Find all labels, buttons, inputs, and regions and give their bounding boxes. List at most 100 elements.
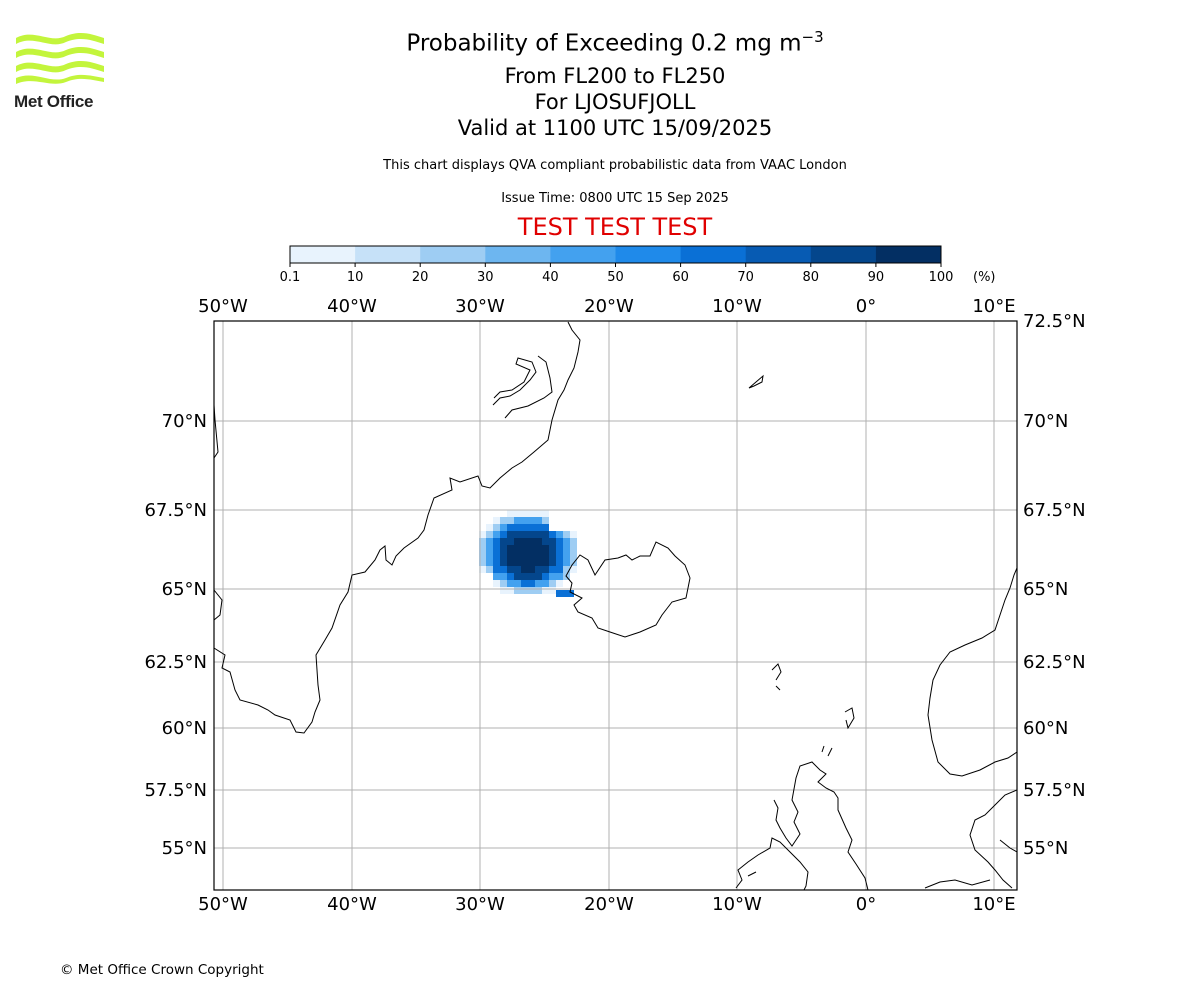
map-frame <box>213 320 1018 891</box>
plume-cell <box>535 566 542 573</box>
plume-cell <box>535 538 542 545</box>
plume-cell <box>528 538 535 545</box>
plume-cell <box>493 538 500 545</box>
plume-cell <box>500 531 507 538</box>
colorbar-segment <box>810 246 877 263</box>
colorbar-label: 70 <box>737 270 754 285</box>
colorbar-label: 40 <box>542 270 559 285</box>
plume-cell <box>563 559 570 566</box>
colorbar-segment <box>550 246 616 263</box>
plume-cell <box>514 580 521 587</box>
plume-cell <box>521 552 528 559</box>
plume-cell <box>507 517 514 524</box>
plume-cell <box>570 538 577 545</box>
plume-cell <box>500 524 507 531</box>
colorbar-label: 100 <box>928 270 954 285</box>
lat-label-right: 60°N <box>1023 718 1068 739</box>
plume-cell <box>479 566 486 573</box>
coastline-ireland <box>735 837 809 891</box>
title-superscript: −3 <box>801 28 824 46</box>
plume-cell <box>542 545 549 552</box>
plume-cell <box>521 559 528 566</box>
plume-cell <box>535 517 542 524</box>
plume-cell <box>570 531 577 538</box>
lon-label-bottom: 30°W <box>455 894 505 915</box>
colorbar-segment <box>680 246 747 263</box>
coastline-jan-mayen <box>748 374 764 389</box>
plume-cell <box>521 524 528 531</box>
copyright-notice: © Met Office Crown Copyright <box>60 962 264 978</box>
plume-cell <box>535 580 542 587</box>
lon-label-bottom: 50°W <box>198 894 248 915</box>
colorbar-segment <box>615 246 682 263</box>
plume-cell <box>549 531 556 538</box>
colorbar-segment <box>420 246 486 263</box>
plume-cell <box>549 538 556 545</box>
coastline-greenland-scoresby <box>492 355 553 419</box>
plume-cell <box>556 559 563 566</box>
chart-title: Probability of Exceeding 0.2 mg m−3 <box>214 28 1016 57</box>
lat-label-left: 55°N <box>162 838 207 859</box>
plume-cell <box>549 545 556 552</box>
plume-cell <box>542 580 549 587</box>
plume-cell <box>493 566 500 573</box>
plume-cell <box>528 545 535 552</box>
colorbar-label: 20 <box>411 270 429 285</box>
coastline-iceland <box>565 541 691 638</box>
colorbar-segment <box>745 246 812 263</box>
plume-cell <box>549 587 556 594</box>
probability-plume <box>479 510 577 597</box>
plume-cell <box>542 531 549 538</box>
colorbar-label: 10 <box>346 270 364 285</box>
colorbar-segment <box>875 246 942 263</box>
plume-cell <box>556 531 563 538</box>
coastlines <box>213 321 1018 891</box>
plume-cell <box>542 587 549 594</box>
plume-cell <box>500 566 507 573</box>
lon-label-top: 40°W <box>327 296 377 317</box>
plume-cell <box>542 552 549 559</box>
plume-cell <box>563 531 570 538</box>
coastline-scotland <box>773 745 869 891</box>
plume-cell <box>507 545 514 552</box>
plume-cell <box>528 559 535 566</box>
valid-time: Valid at 1100 UTC 15/09/2025 <box>457 116 773 140</box>
colorbar-label: 50 <box>607 270 624 285</box>
plume-cell <box>528 573 535 580</box>
lon-label-top: 20°W <box>584 296 634 317</box>
chart-description: This chart displays QVA compliant probab… <box>383 158 847 173</box>
plume-cell <box>535 545 542 552</box>
axis-labels: 50°W 50°W 40°W 40°W 30°W 30°W 20°W 20°W 10°W 10°W… <box>144 296 1085 915</box>
lat-label-left: 60°N <box>162 718 207 739</box>
plume-cell <box>507 524 514 531</box>
met-office-logo-waves-icon <box>16 32 104 84</box>
plume-cell <box>507 538 514 545</box>
plume-cell <box>535 573 542 580</box>
plume-cell <box>556 538 563 545</box>
lon-label-top: 50°W <box>198 296 248 317</box>
plume-cell <box>514 510 521 517</box>
plume-cell <box>514 566 521 573</box>
plume-cell <box>479 531 486 538</box>
plume-cell <box>549 552 556 559</box>
plume-cell <box>528 524 535 531</box>
plume-cell <box>521 531 528 538</box>
plume-cell <box>556 566 563 573</box>
plume-cell <box>535 587 542 594</box>
plume-cell <box>528 552 535 559</box>
plume-cell <box>479 559 486 566</box>
plume-cell <box>514 545 521 552</box>
colorbar-label: 30 <box>477 270 494 285</box>
lat-label-right: 62.5°N <box>1023 652 1086 673</box>
plume-cell <box>542 573 549 580</box>
plume-cell <box>521 580 528 587</box>
lat-label-left: 62.5°N <box>144 652 207 673</box>
plume-cell <box>500 573 507 580</box>
plume-cell <box>514 552 521 559</box>
plume-cell <box>479 538 486 545</box>
coastline-norway <box>927 567 1018 777</box>
plume-cell <box>563 552 570 559</box>
plume-cell <box>486 524 493 531</box>
met-office-logo: Met Office <box>14 30 106 112</box>
